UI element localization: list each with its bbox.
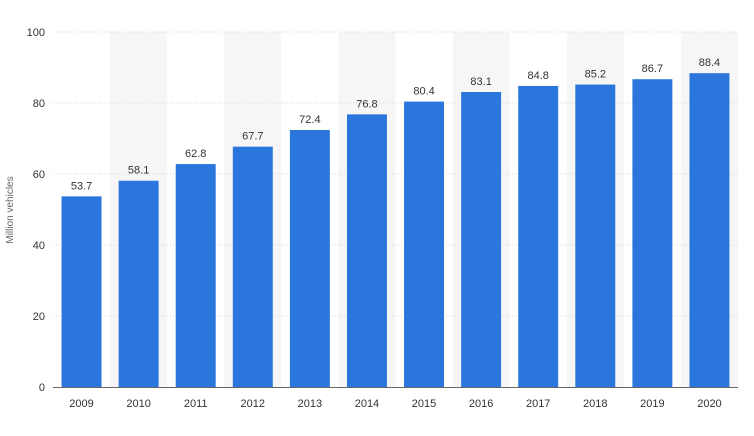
- x-tick-label: 2020: [697, 398, 721, 410]
- gridlines: [53, 31, 738, 317]
- bar: [689, 73, 730, 388]
- y-axis-label: Million vehicles: [5, 176, 16, 243]
- bar: [632, 79, 673, 387]
- bar: [61, 196, 102, 387]
- value-label: 88.4: [699, 57, 720, 69]
- value-label: 83.1: [470, 76, 491, 88]
- x-tick-label: 2011: [184, 398, 208, 410]
- value-label: 62.8: [185, 148, 206, 160]
- bar: [346, 114, 387, 388]
- value-label: 53.7: [71, 180, 92, 192]
- value-label: 58.1: [128, 165, 149, 177]
- value-label: 85.2: [585, 69, 606, 81]
- x-tick-label: 2019: [640, 398, 664, 410]
- x-tick-label: 2014: [355, 398, 379, 410]
- value-label: 67.7: [242, 131, 263, 143]
- x-tick-label: 2017: [526, 398, 550, 410]
- y-axis-ticks: 0 20 40 60 80 100: [27, 27, 45, 394]
- x-tick-label: 2013: [298, 398, 322, 410]
- y-tick-label: 80: [33, 98, 45, 110]
- y-tick-label: 40: [33, 240, 45, 252]
- bar: [461, 91, 502, 388]
- value-labels: 53.7 58.1 62.8 67.7 72.4 76.8 80.4 83.1 84.8 85.2…: [71, 57, 720, 192]
- x-tick-label: 2016: [469, 398, 493, 410]
- x-tick-label: 2010: [126, 398, 150, 410]
- y-tick-label: 60: [33, 169, 45, 181]
- value-label: 84.8: [527, 70, 548, 82]
- y-tick-label: 0: [39, 382, 45, 394]
- x-tick-label: 2018: [583, 398, 607, 410]
- bar: [575, 84, 616, 387]
- x-tick-label: 2009: [69, 398, 93, 410]
- bar: [175, 164, 216, 387]
- bar: [404, 101, 445, 387]
- value-label: 86.7: [642, 63, 663, 75]
- value-label: 80.4: [413, 86, 434, 98]
- value-label: 76.8: [356, 98, 377, 110]
- bar: [232, 146, 273, 387]
- y-tick-label: 20: [33, 311, 45, 323]
- bar: [289, 129, 330, 388]
- value-label: 72.4: [299, 114, 320, 126]
- bars: [61, 73, 730, 388]
- bar: [518, 85, 559, 388]
- bar: [118, 180, 159, 387]
- x-tick-label: 2015: [412, 398, 436, 410]
- x-axis-ticks: 2009 2010 2011 2012 2013 2014 2015 2016 2017 2018…: [69, 398, 721, 410]
- y-tick-label: 100: [27, 27, 45, 39]
- x-tick-label: 2012: [241, 398, 265, 410]
